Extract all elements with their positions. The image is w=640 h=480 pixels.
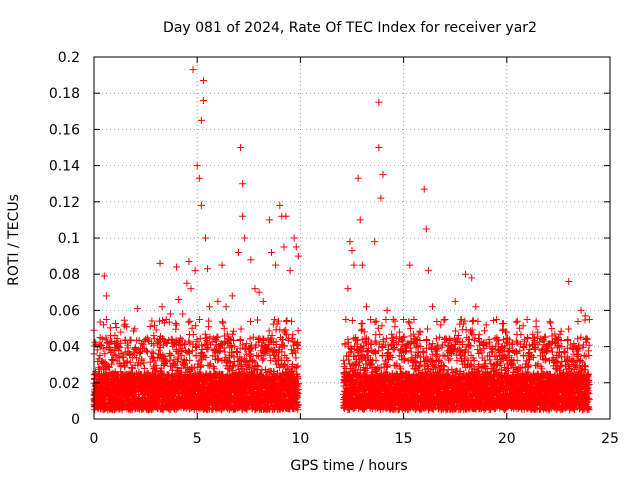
data-point bbox=[237, 325, 245, 333]
data-point bbox=[350, 334, 358, 342]
data-point bbox=[258, 356, 266, 364]
data-point bbox=[221, 348, 229, 356]
data-point bbox=[121, 348, 129, 356]
data-point bbox=[407, 348, 415, 356]
data-point bbox=[205, 323, 213, 331]
data-point bbox=[186, 317, 194, 325]
data-point bbox=[433, 317, 441, 325]
data-point bbox=[112, 323, 120, 331]
data-point bbox=[146, 322, 154, 330]
data-point bbox=[97, 341, 105, 349]
data-point bbox=[127, 336, 135, 344]
chart-title: Day 081 of 2024, Rate Of TEC Index for r… bbox=[163, 20, 537, 36]
data-point bbox=[391, 323, 399, 331]
data-point bbox=[281, 329, 289, 337]
data-point bbox=[405, 319, 413, 327]
data-point bbox=[423, 325, 431, 333]
data-point bbox=[254, 316, 262, 324]
grid-lines bbox=[94, 57, 610, 419]
data-point bbox=[289, 331, 297, 339]
data-point bbox=[218, 318, 226, 326]
data-point bbox=[372, 356, 380, 364]
data-point bbox=[113, 335, 121, 343]
data-point bbox=[186, 356, 194, 364]
data-point bbox=[407, 325, 415, 333]
data-point bbox=[433, 335, 441, 343]
data-point bbox=[172, 321, 180, 329]
data-point bbox=[358, 319, 366, 327]
data-point bbox=[112, 319, 120, 327]
data-point bbox=[120, 353, 128, 361]
data-point bbox=[117, 339, 125, 347]
data-point bbox=[96, 351, 104, 359]
data-point bbox=[220, 325, 228, 333]
data-point bbox=[186, 339, 194, 347]
data-point bbox=[99, 345, 107, 353]
data-point bbox=[189, 331, 197, 339]
data-point bbox=[283, 317, 291, 325]
data-point bbox=[172, 319, 180, 327]
data-point bbox=[185, 318, 193, 326]
data-point bbox=[246, 335, 254, 343]
data-point bbox=[124, 341, 132, 349]
data-point bbox=[101, 350, 109, 358]
data-point bbox=[148, 348, 156, 356]
data-point bbox=[376, 331, 384, 339]
data-point bbox=[382, 315, 390, 323]
data-point bbox=[372, 317, 380, 325]
data-point bbox=[120, 316, 128, 324]
data-point bbox=[247, 317, 255, 325]
data-point bbox=[288, 317, 296, 325]
data-point bbox=[372, 339, 380, 347]
data-point bbox=[282, 326, 290, 334]
data-point bbox=[155, 317, 163, 325]
data-point bbox=[123, 323, 131, 331]
data-point bbox=[93, 346, 101, 354]
data-point bbox=[96, 341, 104, 349]
data-point bbox=[100, 321, 108, 329]
data-point bbox=[123, 357, 131, 365]
data-point bbox=[348, 316, 356, 324]
data-point bbox=[219, 319, 227, 327]
data-point bbox=[292, 354, 300, 362]
data-points bbox=[90, 66, 593, 414]
data-point bbox=[108, 360, 116, 368]
data-point bbox=[440, 316, 448, 324]
